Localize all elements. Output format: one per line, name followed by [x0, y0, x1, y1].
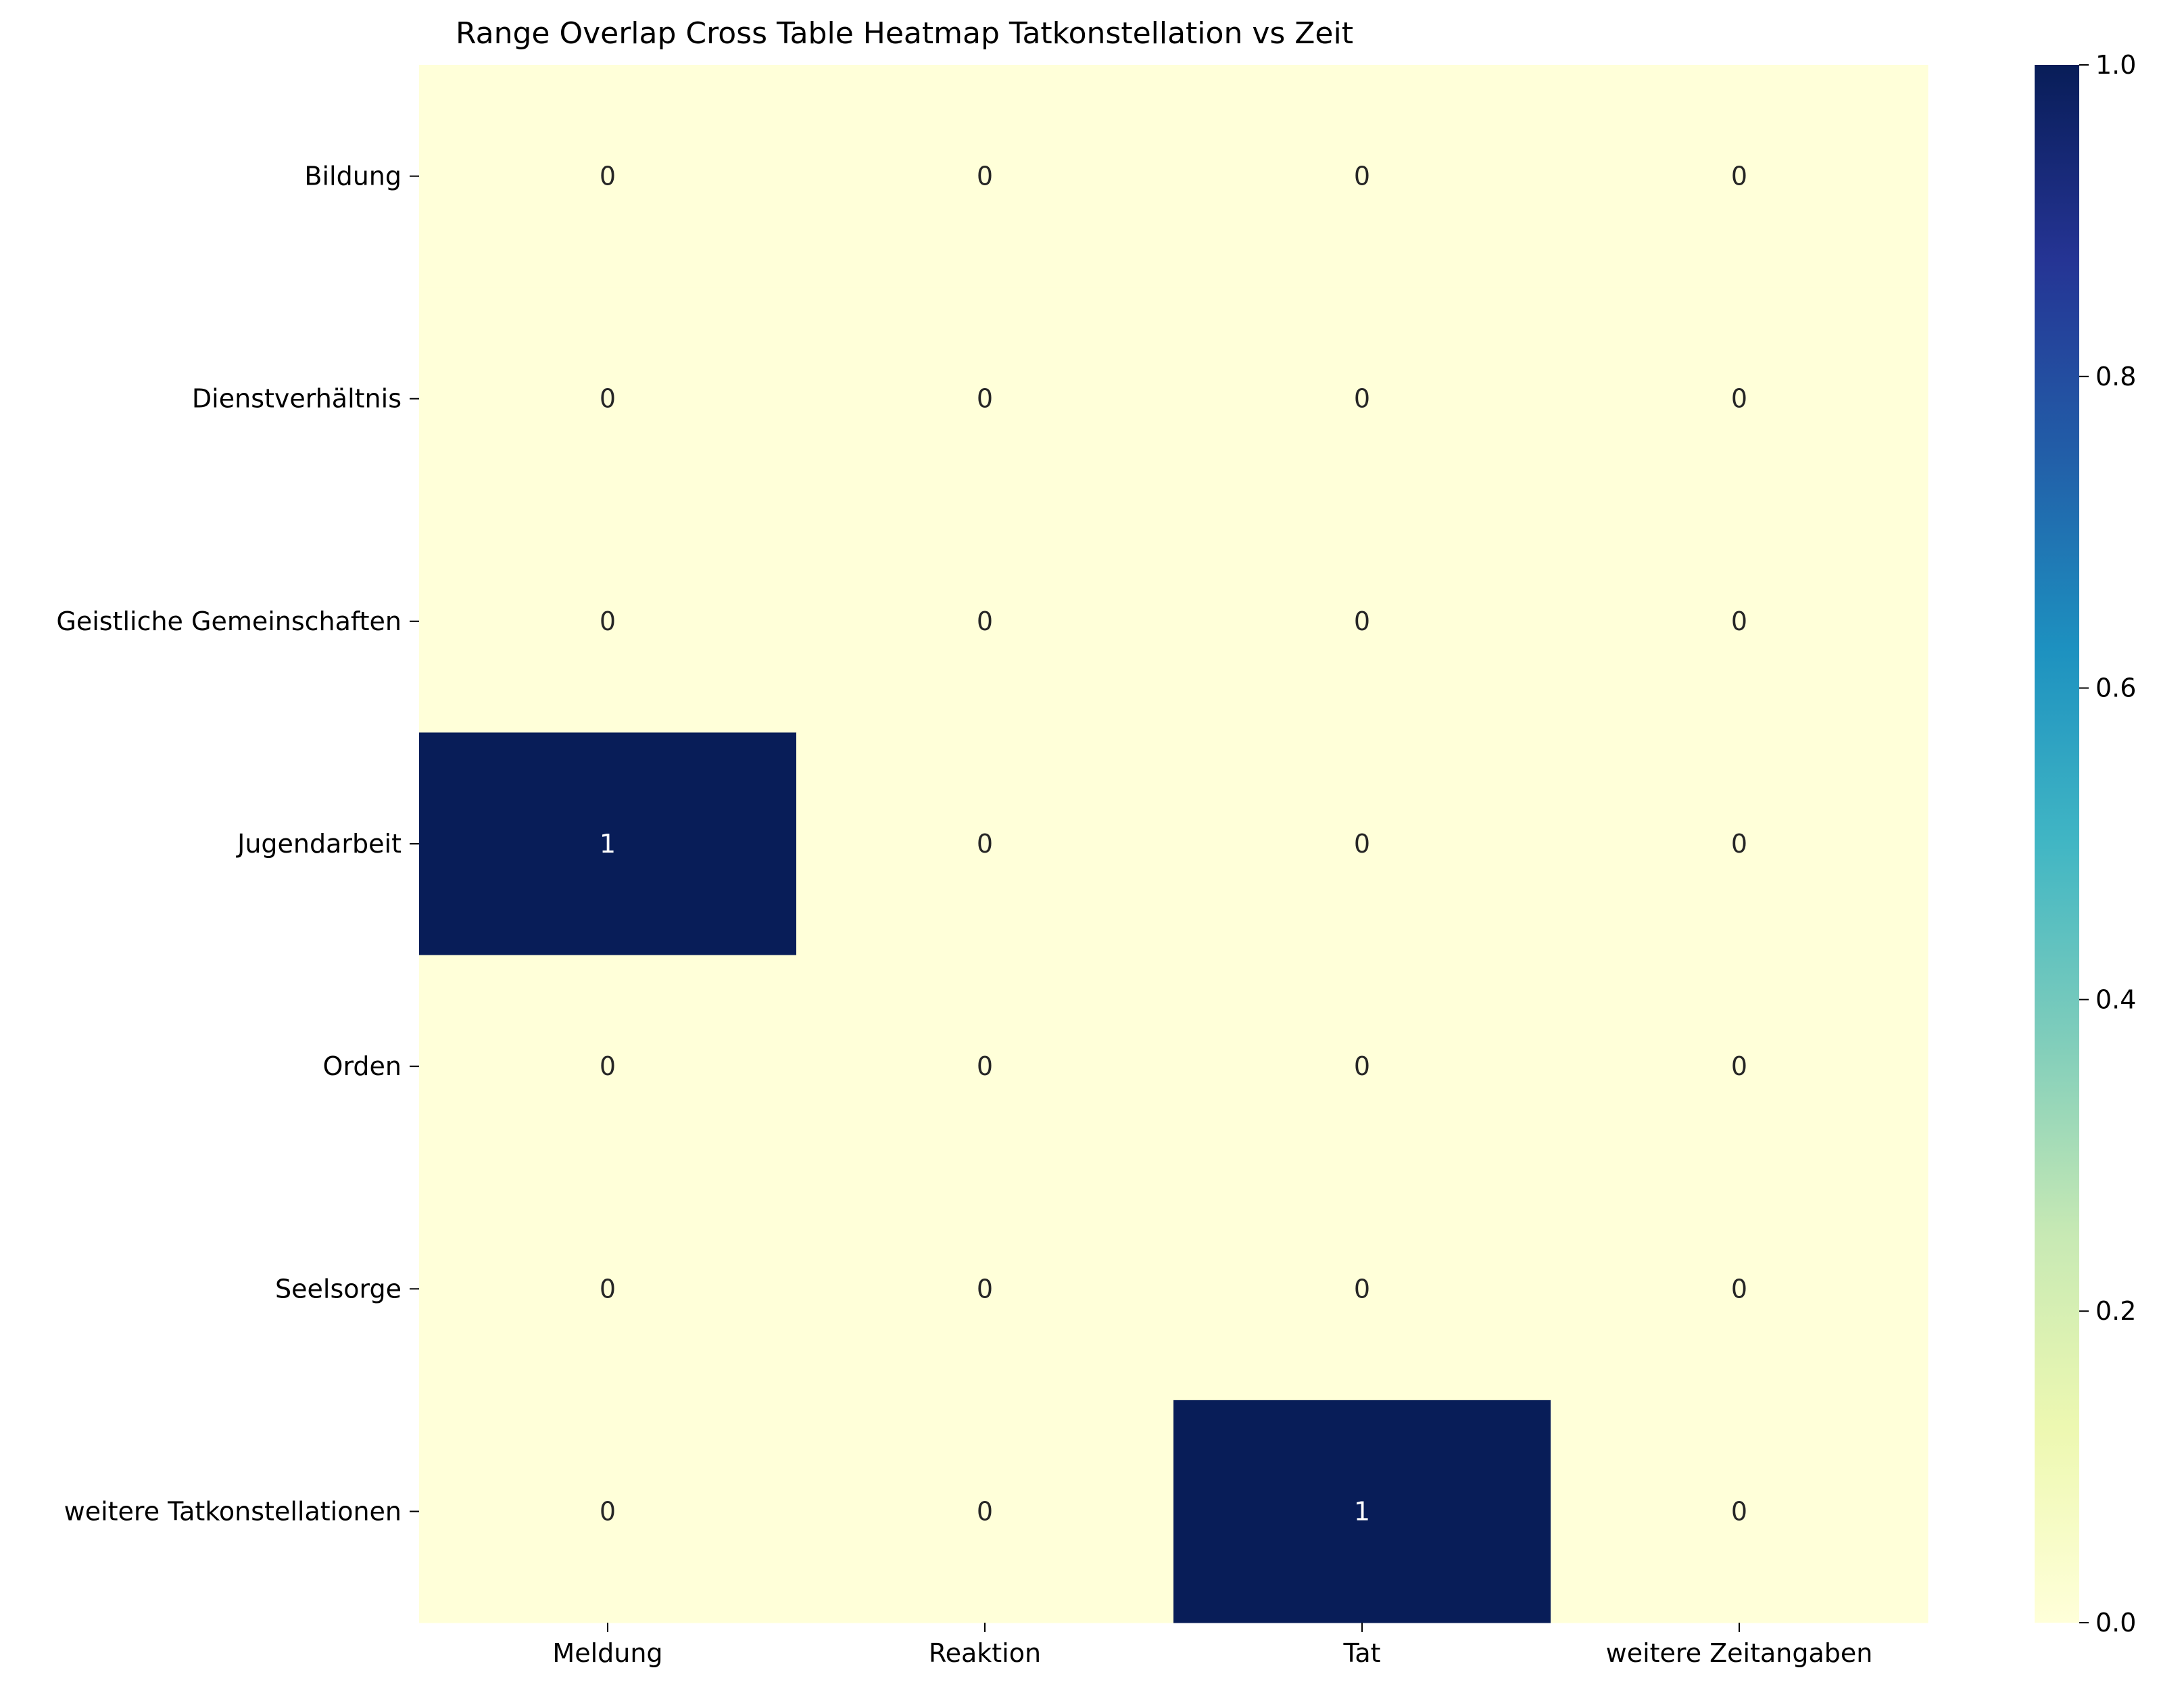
heatmap-cell	[796, 1400, 1174, 1623]
heatmap-cell	[1173, 732, 1551, 956]
cell-value-label: 0	[1354, 162, 1370, 191]
cell-value-label: 0	[977, 384, 993, 414]
cell-value-label: 0	[1731, 606, 1747, 636]
cell-value-label: 0	[600, 162, 616, 191]
colorbar-tick-label: 1.0	[2095, 50, 2136, 80]
cell-value-label: 0	[1731, 162, 1747, 191]
x-axis: Meldung Reaktion Tat weitere Zeitangaben	[552, 1623, 1872, 1668]
heatmap-cell	[419, 65, 797, 288]
cell-value-label: 0	[1731, 1496, 1747, 1526]
x-tick-label: Meldung	[552, 1638, 662, 1668]
x-tick-label: weitere Zeitangaben	[1606, 1638, 1873, 1668]
heatmap-cell	[1551, 287, 1928, 510]
heatmap-cell	[1551, 1400, 1928, 1623]
cell-value-label: 0	[600, 1496, 616, 1526]
heatmap-cell	[419, 510, 797, 733]
cell-value-label: 0	[1731, 1051, 1747, 1081]
colorbar-tick-label: 0.0	[2095, 1608, 2136, 1638]
heatmap-cell	[796, 732, 1174, 956]
colorbar-tick-label: 0.4	[2095, 984, 2136, 1014]
x-tick-label: Tat	[1342, 1638, 1380, 1668]
y-tick-label: Orden	[323, 1051, 402, 1081]
cell-value-label: 1	[600, 829, 616, 859]
cell-value-label: 0	[977, 1496, 993, 1526]
heatmap-cell	[1173, 955, 1551, 1178]
heatmap-cell	[1551, 732, 1928, 956]
colorbar-tick-label: 0.8	[2095, 362, 2136, 391]
colorbar: 0.0 0.2 0.4 0.6 0.8 1.0	[2035, 50, 2136, 1638]
y-tick-label: Bildung	[304, 162, 402, 191]
cell-value-label: 0	[1354, 1051, 1370, 1081]
heatmap-cell	[1173, 65, 1551, 288]
cell-value-label: 0	[600, 606, 616, 636]
y-tick-label: weitere Tatkonstellationen	[64, 1496, 402, 1526]
heatmap-cell	[796, 287, 1174, 510]
cell-value-label: 0	[1354, 829, 1370, 859]
cell-value-label: 0	[600, 1051, 616, 1081]
colorbar-tick-label: 0.6	[2095, 673, 2136, 703]
heatmap-cell	[796, 510, 1174, 733]
y-axis: Bildung Dienstverhältnis Geistliche Gemein…	[56, 162, 419, 1526]
cell-value-label: 0	[1731, 829, 1747, 859]
cell-value-label: 0	[600, 1274, 616, 1304]
heatmap-cell	[419, 1400, 797, 1623]
heatmap-cell	[1173, 1400, 1551, 1623]
cell-labels: 0 0 0 0 0 0 0 0 0 0 0 0 1 0 0 0 0 0 0 0 0 0 0 0 0 0 1 0	[600, 162, 1747, 1527]
heatmap-cell	[1173, 287, 1551, 510]
cell-value-label: 1	[1354, 1496, 1370, 1526]
heatmap-cell	[419, 955, 797, 1178]
cell-value-label: 0	[977, 606, 993, 636]
heatmap-cell	[419, 1177, 797, 1401]
heatmap-cell	[1551, 1177, 1928, 1401]
y-tick-label: Geistliche Gemeinschaften	[56, 606, 402, 636]
cell-value-label: 0	[977, 829, 993, 859]
cell-value-label: 0	[1731, 1274, 1747, 1304]
heatmap-cell	[1551, 955, 1928, 1178]
cell-value-label: 0	[600, 384, 616, 414]
y-tick-label: Seelsorge	[275, 1274, 402, 1304]
heatmap-cell	[796, 955, 1174, 1178]
cell-value-label: 0	[1731, 384, 1747, 414]
cell-value-label: 0	[1354, 606, 1370, 636]
colorbar-tick-label: 0.2	[2095, 1296, 2136, 1326]
heatmap-cell	[796, 65, 1174, 288]
colorbar-gradient	[2035, 65, 2079, 1623]
heatmap-cell	[1551, 65, 1928, 288]
heatmap-cell	[1551, 510, 1928, 733]
heatmap-cell	[796, 1177, 1174, 1401]
y-tick-label: Jugendarbeit	[236, 829, 402, 859]
cell-value-label: 0	[977, 1274, 993, 1304]
heatmap-cell	[419, 732, 797, 956]
heatmap-cells	[419, 65, 1928, 1623]
heatmap-cell	[1173, 510, 1551, 733]
chart-title: Range Overlap Cross Table Heatmap Tatkon…	[456, 16, 1353, 51]
heatmap-cell	[419, 287, 797, 510]
heatmap-cell	[1173, 1177, 1551, 1401]
cell-value-label: 0	[1354, 1274, 1370, 1304]
cell-value-label: 0	[977, 162, 993, 191]
cell-value-label: 0	[1354, 384, 1370, 414]
y-tick-label: Dienstverhältnis	[192, 384, 402, 414]
x-tick-label: Reaktion	[929, 1638, 1041, 1668]
cell-value-label: 0	[977, 1051, 993, 1081]
